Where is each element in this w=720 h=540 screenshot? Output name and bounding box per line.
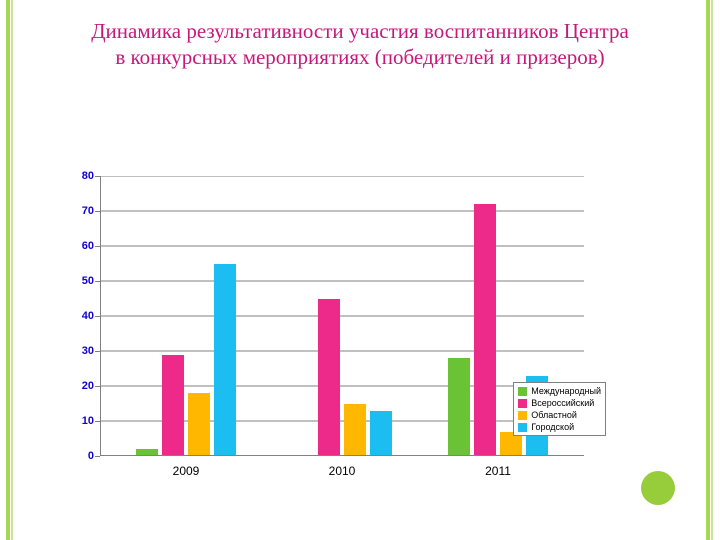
- legend-item: Всероссийский: [518, 397, 601, 409]
- x-tick-label: 2009: [173, 464, 200, 478]
- y-tick-label: 80: [82, 170, 94, 182]
- legend-item: Областной: [518, 409, 601, 421]
- y-axis-labels: 01020304050607080: [68, 176, 96, 456]
- axis-lines: [100, 176, 584, 456]
- frame-right: [706, 0, 714, 540]
- plot-area: [100, 176, 584, 456]
- legend-label: Всероссийский: [531, 398, 594, 408]
- frame-right-outer: [706, 0, 710, 540]
- y-tick-label: 70: [82, 205, 94, 217]
- x-tick-label: 2010: [329, 464, 356, 478]
- legend-swatch: [518, 387, 527, 396]
- legend: Международный Всероссийский Областной Город…: [513, 382, 606, 436]
- y-tick-label: 40: [82, 310, 94, 322]
- y-tick-label: 0: [88, 450, 94, 462]
- frame-left-inner: [11, 0, 13, 540]
- y-tick-label: 30: [82, 345, 94, 357]
- frame-right-inner: [711, 0, 713, 540]
- x-tick-label: 2011: [485, 464, 511, 478]
- legend-swatch: [518, 399, 527, 408]
- legend-label: Международный: [531, 386, 601, 396]
- y-tick-label: 10: [82, 415, 94, 427]
- x-axis-labels: 2009 2010 2011: [100, 460, 584, 490]
- legend-item: Городской: [518, 421, 601, 433]
- frame-left: [6, 0, 14, 540]
- frame-left-outer: [6, 0, 10, 540]
- y-tick-label: 60: [82, 240, 94, 252]
- legend-item: Международный: [518, 385, 601, 397]
- legend-swatch: [518, 423, 527, 432]
- y-tick-label: 20: [82, 380, 94, 392]
- legend-label: Областной: [531, 410, 577, 420]
- bar-chart: 01020304050607080 200920102011 Междунаро…: [68, 170, 588, 490]
- corner-ornament: [641, 471, 675, 505]
- page-title: Динамика результативности участия воспит…: [0, 18, 720, 71]
- y-tick-label: 50: [82, 275, 94, 287]
- legend-swatch: [518, 411, 527, 420]
- legend-label: Городской: [531, 422, 574, 432]
